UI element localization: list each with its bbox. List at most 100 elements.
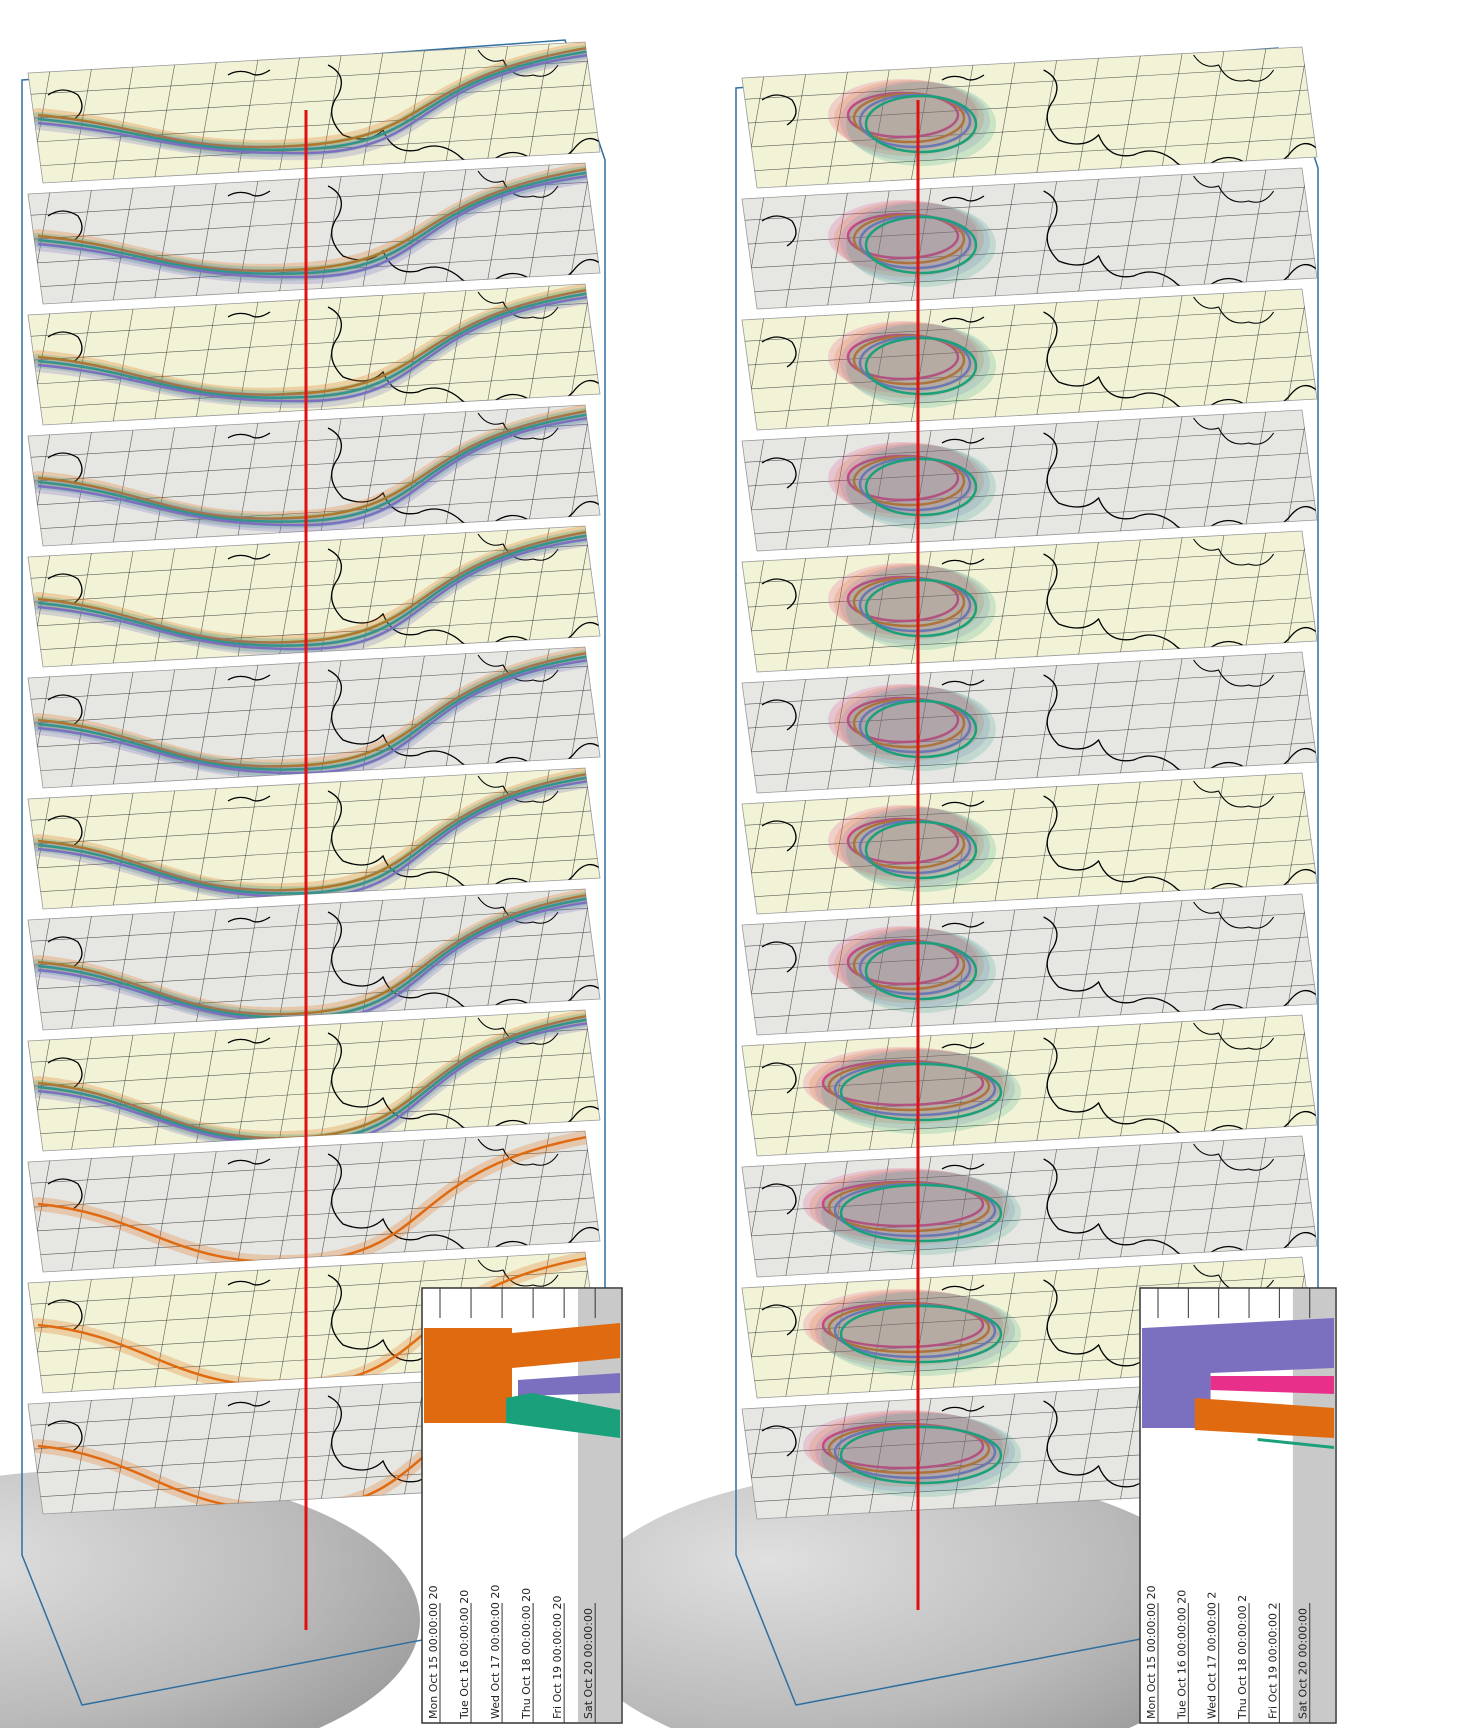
- member-contour: [37, 535, 600, 651]
- member-contour: [864, 699, 978, 759]
- inset-band-purple: [1142, 1318, 1334, 1428]
- member-contour: [37, 293, 600, 403]
- ensemble-members: [828, 805, 996, 892]
- member-contour: [864, 215, 978, 275]
- member-contour: [37, 527, 600, 644]
- member-contour: [839, 1183, 1003, 1243]
- member-contour: [37, 172, 600, 279]
- layer-plane: [741, 46, 1318, 189]
- layer-plane: [741, 530, 1318, 673]
- inset-band-green: [1257, 1438, 1334, 1449]
- inset-date-label: Tue Oct 16 00:00:00 20: [1175, 1590, 1188, 1720]
- inset-date-label: Thu Oct 18 00:00:00 2: [1236, 1595, 1249, 1720]
- member-contour: [839, 1304, 1003, 1364]
- inset-band-green: [506, 1393, 620, 1438]
- member-contour: [37, 47, 600, 152]
- layer-plane: [741, 288, 1318, 431]
- ensemble-members: [31, 647, 600, 781]
- member-contour: [37, 773, 600, 895]
- member-contour: [864, 457, 978, 517]
- layer-plane: [741, 1014, 1318, 1157]
- layer-plane: [27, 1130, 601, 1273]
- ensemble-members: [803, 1410, 1021, 1497]
- map-layer: [27, 162, 601, 305]
- inset-band-orange: [1194, 1398, 1334, 1438]
- member-contour: [37, 648, 600, 768]
- lat-lon-grid: [742, 168, 1317, 309]
- layer-plane: [741, 1135, 1318, 1278]
- ensemble-members: [828, 79, 996, 166]
- inset-date-label: Tue Oct 16 00:00:00 20: [458, 1590, 471, 1720]
- layer-plane: [741, 893, 1318, 1036]
- inset-date-label: Fri Oct 19 00:00:00 20: [551, 1595, 564, 1719]
- member-contour: [864, 578, 978, 638]
- layer-plane: [741, 651, 1318, 794]
- ensemble-members: [828, 321, 996, 408]
- member-contour: [37, 164, 600, 273]
- layer-plane: [741, 772, 1318, 915]
- inset-band-orange: [424, 1323, 620, 1423]
- inset-date-label: Sat Oct 20 00:00:00: [1297, 1608, 1310, 1719]
- inset-date-label: Mon Oct 15 00:00:00 20: [1145, 1585, 1158, 1719]
- member-contour: [864, 820, 978, 880]
- member-contour: [37, 531, 600, 647]
- inset-date-label: Mon Oct 15 00:00:00 20: [427, 1585, 440, 1719]
- ensemble-members: [828, 200, 996, 287]
- map-layer: [741, 893, 1318, 1036]
- inset-date-label: Thu Oct 18 00:00:00 20: [520, 1588, 533, 1720]
- ensemble-members: [828, 926, 996, 1013]
- ensemble-members: [31, 284, 600, 409]
- member-contour: [37, 406, 600, 520]
- right-timeline-inset: Mon Oct 15 00:00:00 20 Tue Oct 16 00:00:0…: [1139, 1287, 1337, 1724]
- ensemble-members: [803, 1168, 1021, 1255]
- layer-plane: [27, 888, 601, 1031]
- member-contour: [37, 168, 600, 276]
- map-layer: [27, 646, 601, 789]
- globe-background-left: [0, 1470, 420, 1728]
- member-contour: [37, 656, 600, 775]
- member-contour: [864, 336, 978, 396]
- member-contour: [839, 1425, 1003, 1485]
- map-layer: [741, 288, 1318, 431]
- ensemble-members: [31, 526, 600, 657]
- ensemble-members: [31, 768, 600, 905]
- layer-plane: [741, 167, 1318, 310]
- layer-plane: [27, 1009, 601, 1152]
- member-contour: [37, 652, 600, 771]
- map-layer: [741, 409, 1318, 552]
- ensemble-members: [803, 1047, 1021, 1134]
- inset-date-label: Sat Oct 20 00:00:00: [582, 1608, 595, 1719]
- member-contour: [37, 285, 600, 396]
- inset-band-pink: [1210, 1376, 1334, 1394]
- ensemble-members: [803, 1289, 1021, 1376]
- ensemble-members: [828, 563, 996, 650]
- member-contour: [864, 941, 978, 1001]
- map-layer: [27, 283, 601, 426]
- left-timeline-inset: Mon Oct 15 00:00:00 20 Tue Oct 16 00:00:0…: [421, 1287, 623, 1724]
- map-layer: [741, 651, 1318, 794]
- member-contour: [37, 890, 600, 1016]
- inset-date-label: Wed Oct 17 00:00:00 2: [1206, 1592, 1219, 1719]
- inset-band-purple: [518, 1373, 620, 1396]
- inset-date-label: Fri Oct 19 00:00:00 2: [1266, 1602, 1279, 1719]
- member-contour: [839, 1062, 1003, 1122]
- ensemble-members: [31, 42, 600, 161]
- inset-date-label: Wed Oct 17 00:00:00 20: [489, 1585, 502, 1719]
- ensemble-members: [31, 405, 600, 533]
- member-contour: [37, 769, 600, 892]
- globe-background-right: [570, 1470, 1230, 1728]
- member-contour: [864, 94, 978, 154]
- ensemble-members: [31, 163, 600, 285]
- member-contour: [37, 414, 600, 527]
- layer-plane: [741, 409, 1318, 552]
- map-layer: [741, 772, 1318, 915]
- member-contour: [37, 51, 600, 155]
- member-contour: [37, 43, 600, 149]
- ensemble-members: [828, 684, 996, 771]
- map-layer: [27, 41, 601, 184]
- map-layer: [741, 1135, 1318, 1278]
- layer-plane: [27, 41, 601, 184]
- member-contour: [37, 410, 600, 523]
- ensemble-members: [828, 442, 996, 529]
